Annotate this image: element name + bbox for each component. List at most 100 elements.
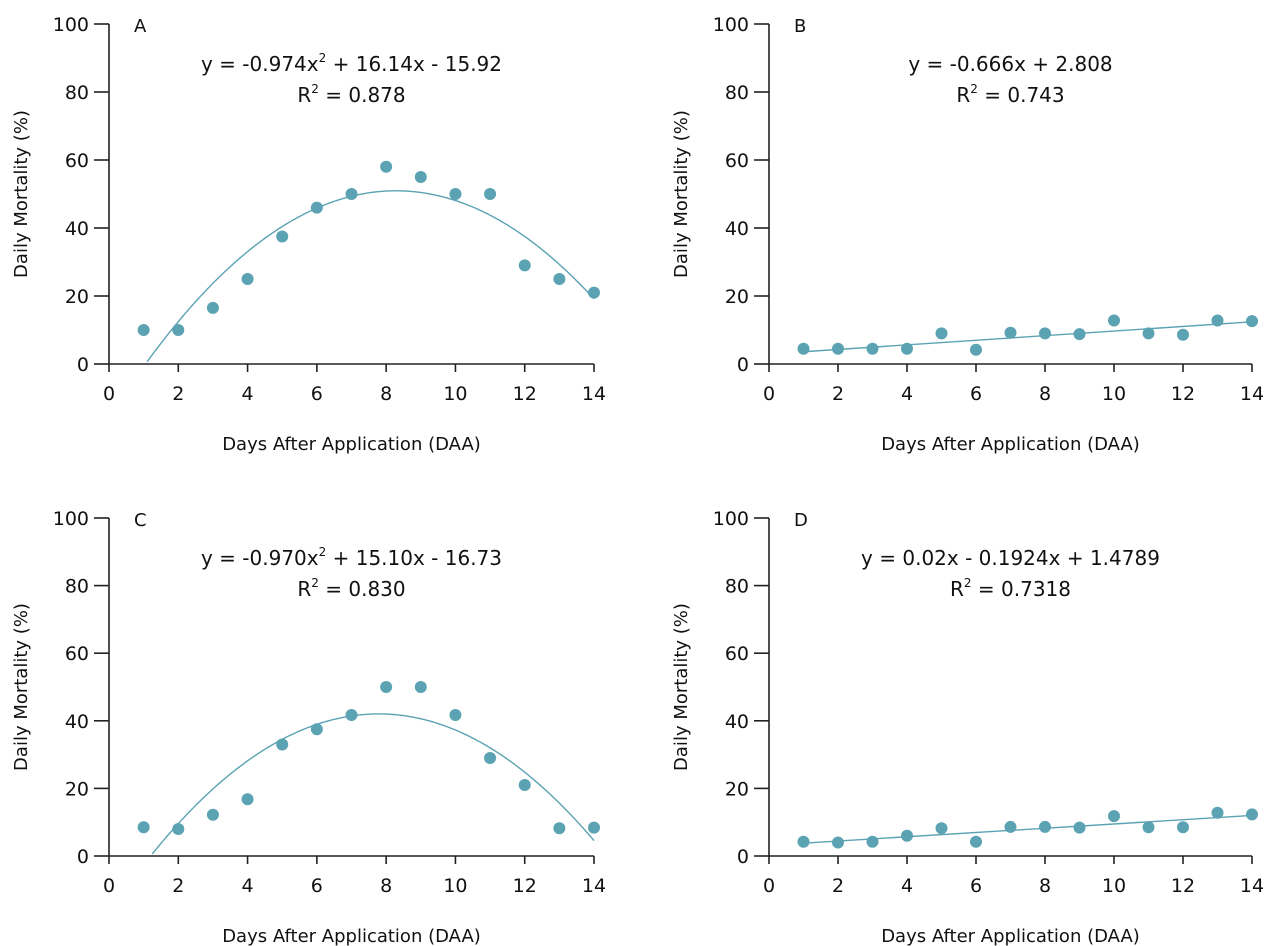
data-point [241, 793, 254, 806]
data-point [518, 259, 531, 272]
data-point [414, 681, 427, 693]
y-tick-label: 0 [77, 846, 89, 868]
data-point [1211, 806, 1224, 819]
data-point [1039, 327, 1051, 340]
panel-label: C [134, 510, 147, 531]
panel-a: 0 20 40 60 80 100 0 2 4 6 8 10 12 14 Days After Applic… [11, 14, 606, 455]
data-point [1142, 821, 1155, 834]
data-point [1142, 327, 1155, 340]
data-point [345, 709, 358, 722]
x-axis-title: Days After Application (DAA) [222, 434, 481, 455]
y-tick-label: 100 [53, 508, 89, 530]
y-tick-label: 40 [65, 218, 89, 240]
fit-equation: y = -0.970x2 + 15.10x - 16.73 [201, 545, 502, 570]
x-tick-label: 8 [1039, 383, 1051, 405]
y-tick-label: 40 [65, 711, 89, 733]
y-tick-label: 0 [737, 846, 749, 868]
y-axis-title: Daily Mortality (%) [11, 110, 32, 278]
x-tick-label: 8 [1039, 875, 1051, 897]
data-point [1004, 820, 1017, 833]
x-tick-label: 10 [443, 875, 467, 897]
x-tick-label: 10 [1102, 383, 1126, 405]
x-tick-label: 6 [311, 383, 323, 405]
panel-b: 0 20 40 60 80 100 0 2 4 6 8 10 12 14 Days After Applic… [671, 14, 1264, 455]
x-tick-label: 0 [103, 383, 115, 405]
data-point [970, 835, 982, 848]
r-squared: R2 = 0.743 [956, 82, 1064, 107]
x-tick-label: 12 [1171, 383, 1195, 405]
y-tick-label: 80 [725, 576, 749, 598]
data-point [866, 342, 879, 355]
data-point [1108, 314, 1120, 327]
trend-line [803, 321, 1253, 353]
data-point [866, 835, 879, 848]
data-point [832, 836, 844, 849]
y-tick-label: 80 [65, 576, 89, 598]
x-tick-label: 4 [901, 875, 913, 897]
data-point [797, 342, 810, 355]
data-point [1211, 314, 1224, 327]
y-tick-label: 40 [725, 711, 749, 733]
r-squared: R2 = 0.830 [297, 576, 405, 601]
panel-d: 0 20 40 60 80 100 0 2 4 6 8 10 12 14 Days After Applic… [671, 508, 1264, 946]
x-tick-label: 12 [513, 875, 537, 897]
y-axis-title: Daily Mortality (%) [671, 110, 692, 278]
data-point [276, 738, 289, 751]
data-point [241, 273, 254, 285]
y-tick-label: 80 [65, 82, 89, 104]
fit-equation: y = 0.02x - 0.1924x + 1.4789 [861, 546, 1160, 570]
x-tick-label: 2 [172, 875, 184, 897]
data-point [172, 822, 185, 835]
x-axis-title: Days After Application (DAA) [881, 434, 1140, 455]
data-point [172, 324, 185, 336]
y-tick-label: 60 [65, 150, 89, 172]
x-tick-label: 2 [832, 875, 844, 897]
y-tick-label: 0 [737, 354, 749, 376]
fit-equation: y = -0.974x2 + 16.14x - 15.92 [201, 51, 502, 76]
x-tick-label: 10 [1102, 875, 1126, 897]
x-axis-title: Days After Application (DAA) [881, 926, 1140, 946]
r-squared: R2 = 0.878 [297, 82, 405, 107]
y-tick-label: 20 [65, 778, 89, 800]
data-point [935, 822, 948, 835]
data-point [345, 188, 358, 200]
trend-line [146, 190, 595, 363]
x-tick-label: 6 [311, 875, 323, 897]
x-tick-label: 14 [1240, 383, 1264, 405]
data-point [206, 808, 219, 821]
x-tick-label: 0 [103, 875, 115, 897]
x-tick-label: 14 [1240, 875, 1264, 897]
data-point [935, 327, 948, 340]
data-point [380, 160, 393, 173]
y-tick-label: 20 [65, 286, 89, 308]
data-point [553, 822, 566, 835]
data-point [206, 301, 219, 314]
data-point [380, 681, 393, 693]
x-axis-title: Days After Application (DAA) [222, 926, 481, 946]
r-squared: R2 = 0.7318 [950, 576, 1071, 601]
y-tick-label: 0 [77, 354, 89, 376]
x-tick-label: 8 [380, 875, 392, 897]
x-tick-label: 10 [443, 383, 467, 405]
panel-label: A [134, 16, 147, 37]
data-point [901, 829, 913, 842]
data-point [310, 723, 323, 736]
data-point [588, 286, 600, 299]
data-point [1246, 315, 1258, 328]
data-point [553, 273, 566, 285]
y-tick-label: 60 [725, 643, 749, 665]
data-point [1177, 328, 1189, 341]
data-point [1039, 820, 1051, 833]
trend-line [803, 814, 1253, 844]
data-point [518, 779, 531, 792]
x-tick-label: 6 [970, 875, 982, 897]
fit-equation: y = -0.666x + 2.808 [908, 52, 1112, 76]
data-point [832, 342, 844, 355]
x-tick-label: 0 [763, 383, 775, 405]
y-tick-label: 80 [725, 82, 749, 104]
x-tick-label: 8 [380, 383, 392, 405]
panel-label: D [794, 510, 808, 531]
data-point [901, 342, 913, 355]
data-point [484, 188, 497, 200]
x-tick-label: 2 [832, 383, 844, 405]
